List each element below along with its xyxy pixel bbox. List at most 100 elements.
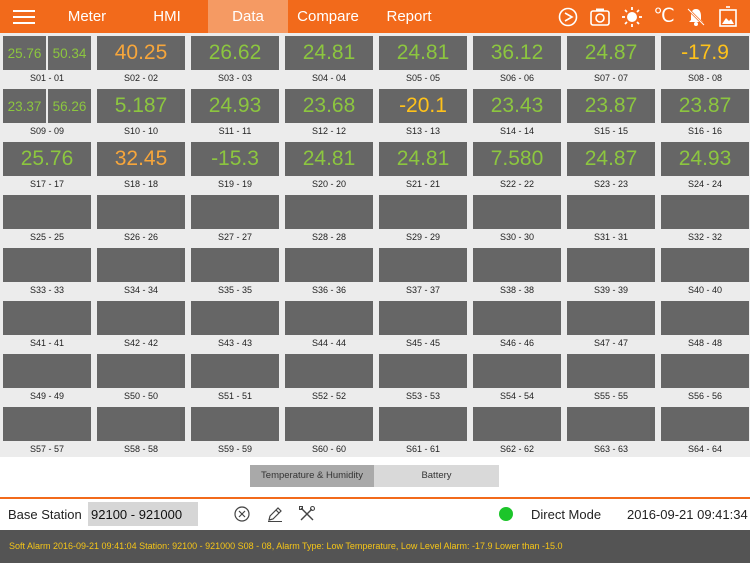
sensor-cell[interactable]: S51 - 51 xyxy=(191,354,279,407)
celsius-icon[interactable]: ℃ xyxy=(653,6,675,27)
clear-icon[interactable] xyxy=(233,505,251,523)
sensor-cell[interactable]: S63 - 63 xyxy=(567,407,655,460)
sensor-cell[interactable]: S59 - 59 xyxy=(191,407,279,460)
sensor-cell[interactable]: S47 - 47 xyxy=(567,301,655,354)
sensor-cell[interactable]: 24.81 S04 - 04 xyxy=(285,36,373,89)
sensor-cell[interactable]: 23.87 S16 - 16 xyxy=(661,89,749,142)
sensor-value: 23.43 xyxy=(490,94,544,117)
sensor-cell[interactable]: S31 - 31 xyxy=(567,195,655,248)
sensor-cell[interactable]: 40.25 S02 - 02 xyxy=(97,36,185,89)
sensor-cell[interactable]: S60 - 60 xyxy=(285,407,373,460)
sensor-cell[interactable]: S46 - 46 xyxy=(473,301,561,354)
sensor-cell[interactable]: S40 - 40 xyxy=(661,248,749,301)
sensor-cell[interactable]: 24.81 S05 - 05 xyxy=(379,36,467,89)
menu-icon[interactable] xyxy=(0,0,48,33)
sensor-cell[interactable]: -15.3 S19 - 19 xyxy=(191,142,279,195)
sensor-value-box xyxy=(3,195,91,229)
sensor-cell[interactable]: S42 - 42 xyxy=(97,301,185,354)
sensor-value-box xyxy=(661,354,749,388)
sensor-cell[interactable]: S29 - 29 xyxy=(379,195,467,248)
sensor-cell[interactable]: S62 - 62 xyxy=(473,407,561,460)
sensor-cell[interactable]: 23.37 56.26 S09 - 09 xyxy=(3,89,91,142)
sensor-value-box xyxy=(3,248,91,282)
sensor-cell[interactable]: 26.62 S03 - 03 xyxy=(191,36,279,89)
sensor-cell[interactable]: S36 - 36 xyxy=(285,248,373,301)
sensor-cell[interactable]: 24.81 S21 - 21 xyxy=(379,142,467,195)
sensor-cell[interactable]: S49 - 49 xyxy=(3,354,91,407)
sensor-cell[interactable]: S50 - 50 xyxy=(97,354,185,407)
sensor-cell[interactable]: 23.43 S14 - 14 xyxy=(473,89,561,142)
sensor-cell[interactable]: S41 - 41 xyxy=(3,301,91,354)
sensor-cell[interactable]: S58 - 58 xyxy=(97,407,185,460)
sensor-cell[interactable]: 24.93 S24 - 24 xyxy=(661,142,749,195)
sensor-cell[interactable]: S34 - 34 xyxy=(97,248,185,301)
picture-frame-icon[interactable] xyxy=(716,5,740,29)
sensor-cell[interactable]: S55 - 55 xyxy=(567,354,655,407)
sensor-cell[interactable]: S32 - 32 xyxy=(661,195,749,248)
sensor-cell[interactable]: -20.1 S13 - 13 xyxy=(379,89,467,142)
tab-report[interactable]: Report xyxy=(386,8,432,25)
sensor-cell[interactable]: S30 - 30 xyxy=(473,195,561,248)
settings-tools-icon[interactable] xyxy=(298,505,316,523)
sensor-cell[interactable]: S37 - 37 xyxy=(379,248,467,301)
sensor-cell[interactable]: S39 - 39 xyxy=(567,248,655,301)
sensor-cell[interactable]: 5.187 S10 - 10 xyxy=(97,89,185,142)
tab-hmi[interactable]: HMI xyxy=(153,8,181,25)
sensor-label: S64 - 64 xyxy=(687,444,723,454)
tab-compare[interactable]: Compare xyxy=(297,8,359,25)
sensor-label: S10 - 10 xyxy=(123,126,159,136)
base-station-input[interactable] xyxy=(88,502,198,526)
sensor-cell[interactable]: S27 - 27 xyxy=(191,195,279,248)
sensor-cell[interactable]: 25.76 50.34 S01 - 01 xyxy=(3,36,91,89)
sensor-cell[interactable]: S64 - 64 xyxy=(661,407,749,460)
sensor-cell[interactable]: S35 - 35 xyxy=(191,248,279,301)
sensor-cell[interactable]: 24.81 S20 - 20 xyxy=(285,142,373,195)
sensor-label: S14 - 14 xyxy=(499,126,535,136)
sensor-cell[interactable]: S53 - 53 xyxy=(379,354,467,407)
toolbar-icons: ℃ xyxy=(556,0,740,33)
sensor-label: S04 - 04 xyxy=(311,73,347,83)
sensor-cell[interactable]: 24.87 S07 - 07 xyxy=(567,36,655,89)
sensor-cell[interactable]: 24.87 S23 - 23 xyxy=(567,142,655,195)
camera-icon[interactable] xyxy=(588,5,612,29)
sensor-cell[interactable]: S56 - 56 xyxy=(661,354,749,407)
edit-icon[interactable] xyxy=(266,505,284,523)
sensor-cell[interactable]: S54 - 54 xyxy=(473,354,561,407)
sensor-cell[interactable]: 7.580 S22 - 22 xyxy=(473,142,561,195)
segment-battery[interactable]: Battery xyxy=(374,465,499,487)
sensor-cell[interactable]: 24.93 S11 - 11 xyxy=(191,89,279,142)
sensor-value: -20.1 xyxy=(399,94,447,117)
brightness-icon[interactable] xyxy=(620,5,644,29)
sensor-cell[interactable]: 36.12 S06 - 06 xyxy=(473,36,561,89)
alarm-bell-off-icon[interactable] xyxy=(684,5,708,29)
sensor-cell[interactable]: S48 - 48 xyxy=(661,301,749,354)
tab-meter[interactable]: Meter xyxy=(67,8,107,25)
sensor-cell[interactable]: S25 - 25 xyxy=(3,195,91,248)
sensor-grid: 25.76 50.34 S01 - 01 40.25 S02 - 02 26.62 S03 … xyxy=(3,36,749,460)
tab-data[interactable]: Data xyxy=(208,0,288,33)
sensor-value-box xyxy=(379,195,467,229)
sensor-cell[interactable]: S61 - 61 xyxy=(379,407,467,460)
sensor-cell[interactable]: 25.76 S17 - 17 xyxy=(3,142,91,195)
sensor-cell[interactable]: 23.87 S15 - 15 xyxy=(567,89,655,142)
sensor-cell[interactable]: S33 - 33 xyxy=(3,248,91,301)
sensor-cell[interactable]: S52 - 52 xyxy=(285,354,373,407)
sensor-cell[interactable]: S57 - 57 xyxy=(3,407,91,460)
sensor-cell[interactable]: S44 - 44 xyxy=(285,301,373,354)
sensor-value-box xyxy=(285,195,373,229)
sync-icon[interactable] xyxy=(556,5,580,29)
sensor-cell[interactable]: S43 - 43 xyxy=(191,301,279,354)
sensor-cell[interactable]: 32.45 S18 - 18 xyxy=(97,142,185,195)
sensor-value: 25.76 xyxy=(20,147,74,170)
sensor-cell[interactable]: S45 - 45 xyxy=(379,301,467,354)
sensor-cell[interactable]: S38 - 38 xyxy=(473,248,561,301)
segment-temperature-humidity[interactable]: Temperature & Humidity xyxy=(250,465,374,487)
sensor-label: S03 - 03 xyxy=(217,73,253,83)
base-station-label: Base Station xyxy=(8,507,82,522)
sensor-cell[interactable]: S26 - 26 xyxy=(97,195,185,248)
sensor-label: S40 - 40 xyxy=(687,285,723,295)
sensor-cell[interactable]: -17.9 S08 - 08 xyxy=(661,36,749,89)
sensor-cell[interactable]: S28 - 28 xyxy=(285,195,373,248)
sensor-cell[interactable]: 23.68 S12 - 12 xyxy=(285,89,373,142)
